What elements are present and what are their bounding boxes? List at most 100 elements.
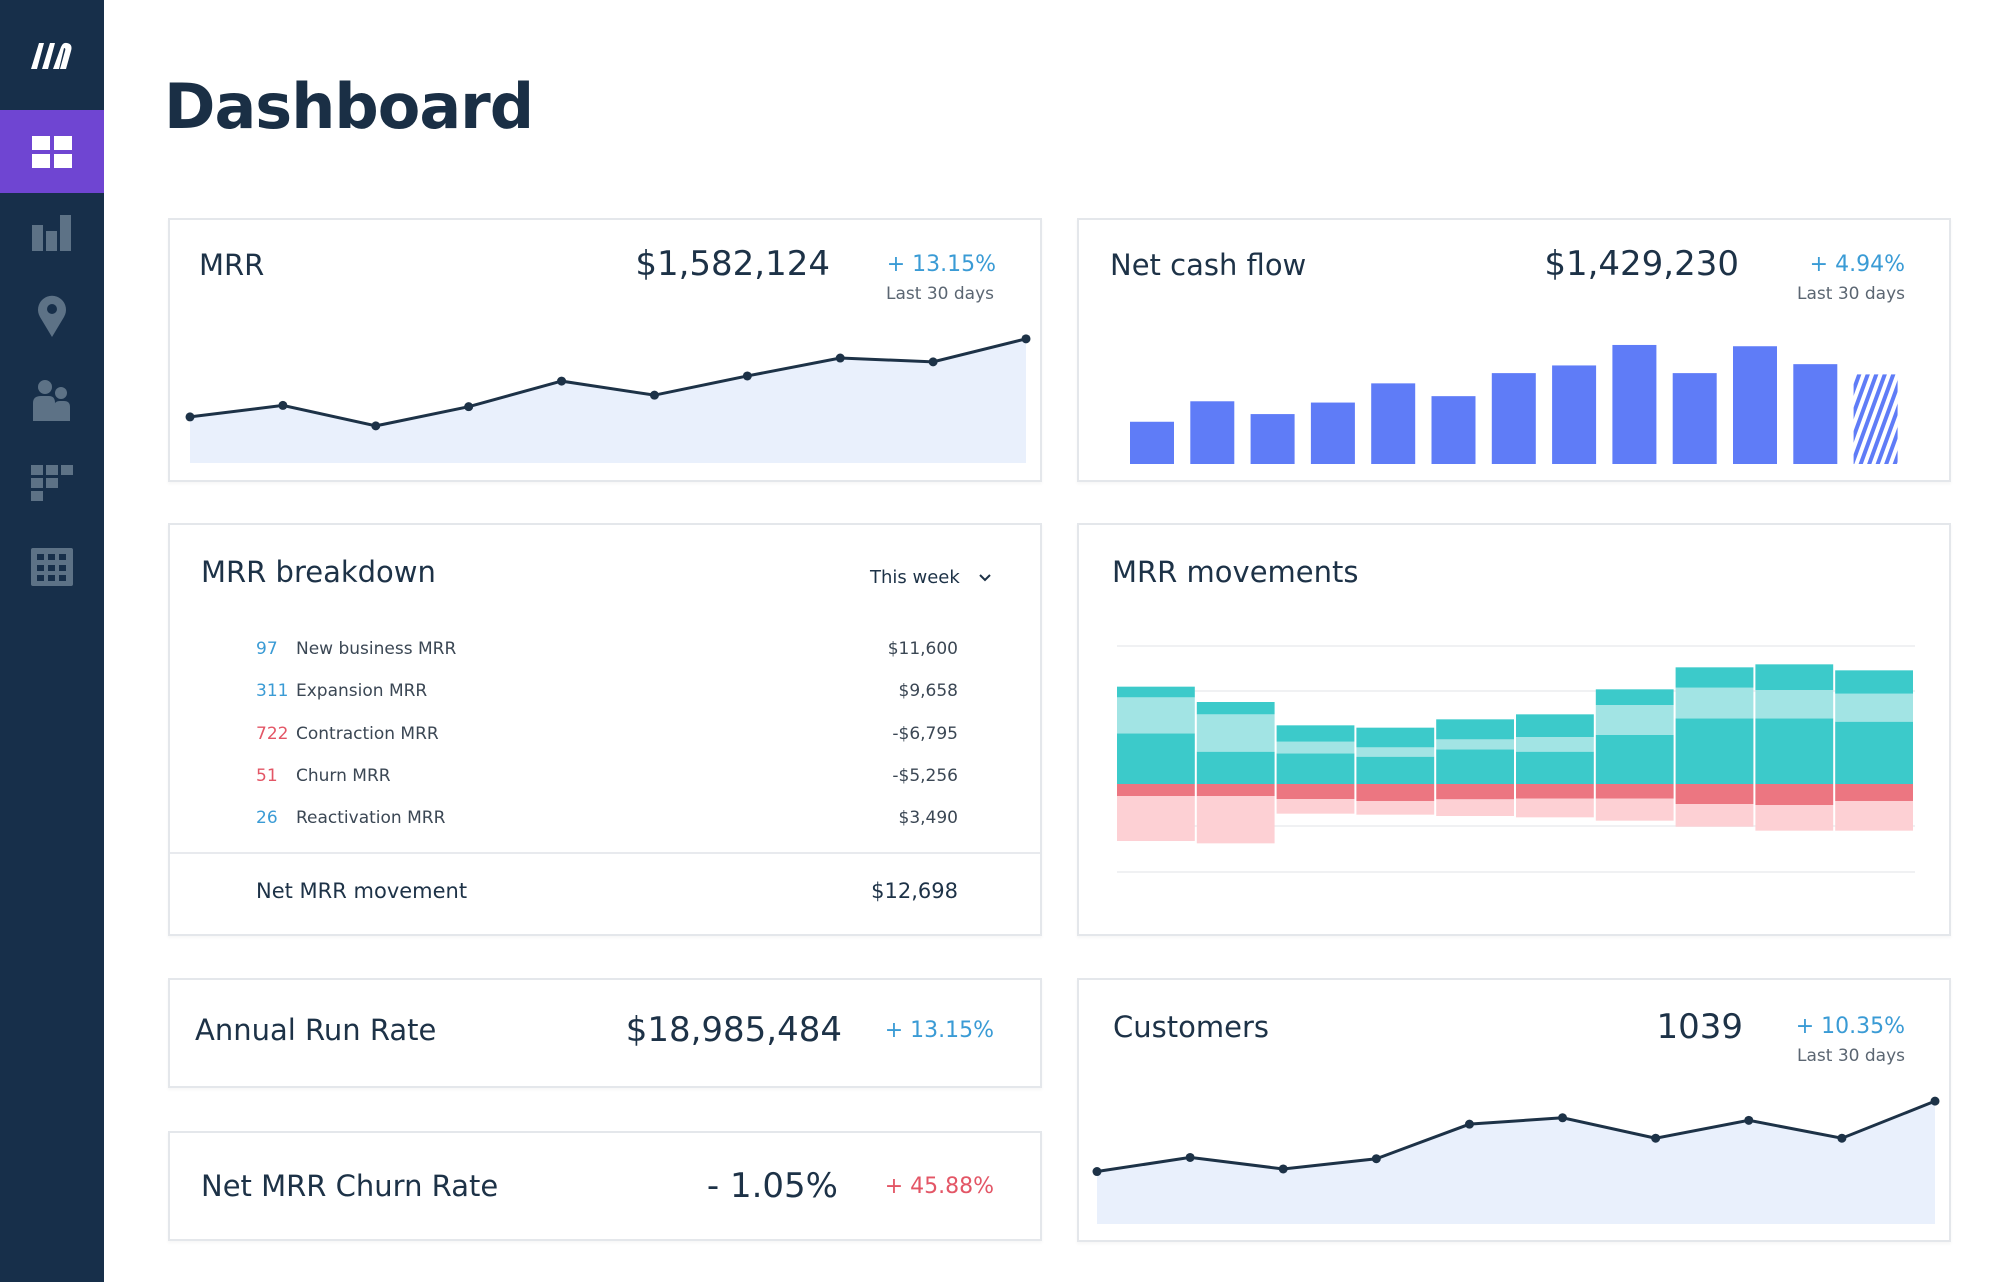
- stack-segment: [1516, 751, 1594, 784]
- net-mrr-movement-label: Net MRR movement: [256, 879, 468, 903]
- mrr-period: Last 30 days: [886, 284, 994, 304]
- data-point: [1021, 334, 1031, 344]
- bar: [1793, 364, 1838, 464]
- mrr-movements-title: MRR movements: [1112, 555, 1359, 589]
- stack-segment: [1595, 689, 1674, 705]
- data-point: [1558, 1113, 1568, 1123]
- annual-run-rate-card[interactable]: Annual Run Rate $18,985,484 + 13.15%: [168, 978, 1042, 1088]
- period-dropdown-value: This week: [870, 567, 960, 588]
- customers-period: Last 30 days: [1797, 1046, 1905, 1066]
- breakdown-value: $11,600: [887, 639, 958, 659]
- bar-chart-icon: [32, 214, 71, 251]
- stack-segment: [1595, 784, 1674, 799]
- stack-segment: [1516, 784, 1594, 799]
- stack-segment: [1516, 737, 1594, 752]
- data-point: [835, 353, 845, 363]
- stack-segment: [1595, 798, 1674, 821]
- logo[interactable]: [0, 0, 104, 110]
- bar: [1190, 401, 1235, 464]
- mrr-card[interactable]: MRR $1,582,124 + 13.15% Last 30 days: [168, 218, 1042, 482]
- net-cash-flow-bar-chart: [1130, 344, 1898, 464]
- bar: [1431, 396, 1476, 464]
- mrr-movements-card[interactable]: MRR movements: [1077, 523, 1951, 936]
- sidebar-item-locations[interactable]: [0, 274, 104, 357]
- period-dropdown[interactable]: This week: [870, 567, 991, 588]
- data-point: [557, 376, 567, 386]
- breakdown-row[interactable]: 722 Contraction MRR -$6,795: [170, 724, 1040, 754]
- net-cash-flow-period: Last 30 days: [1797, 284, 1905, 304]
- net-mrr-churn-card[interactable]: Net MRR Churn Rate - 1.05% + 45.88%: [168, 1131, 1042, 1241]
- net-mrr-movement-value: $12,698: [871, 879, 958, 903]
- data-point: [1930, 1096, 1940, 1106]
- customers-card[interactable]: Customers 1039 + 10.35% Last 30 days: [1077, 978, 1951, 1242]
- breakdown-row[interactable]: 26 Reactivation MRR $3,490: [170, 808, 1040, 838]
- bar: [1612, 344, 1657, 464]
- mrr-movements-chart: [1117, 645, 1915, 873]
- stack-segment: [1196, 714, 1275, 752]
- sidebar-item-segments[interactable]: [0, 441, 104, 524]
- sidebar-item-customers[interactable]: [0, 358, 104, 441]
- arr-title: Annual Run Rate: [195, 1013, 437, 1047]
- data-point: [928, 357, 938, 367]
- breakdown-row[interactable]: 97 New business MRR $11,600: [170, 639, 1040, 669]
- stack-segment: [1835, 670, 1913, 694]
- breakdown-value: $9,658: [898, 681, 958, 701]
- mrr-breakdown-title: MRR breakdown: [201, 555, 436, 589]
- page-title: Dashboard: [164, 70, 534, 143]
- dashboard-grid-icon: [32, 135, 72, 168]
- stack-segment: [1755, 784, 1834, 805]
- stack-segment: [1835, 721, 1913, 784]
- stack-segment: [1595, 705, 1674, 735]
- stack-segment: [1117, 733, 1195, 784]
- sidebar-item-reports[interactable]: [0, 191, 104, 274]
- bar: [1552, 365, 1597, 464]
- bar: [1672, 373, 1717, 464]
- churn-change: + 45.88%: [884, 1174, 994, 1199]
- divider: [170, 852, 1040, 854]
- stack-segment: [1675, 687, 1754, 719]
- stack-segment: [1196, 751, 1275, 784]
- stack-segment: [1755, 664, 1834, 690]
- stack-segment: [1675, 784, 1754, 804]
- stack-segment: [1196, 702, 1275, 715]
- data-point: [1651, 1133, 1661, 1143]
- data-point: [1837, 1133, 1847, 1143]
- stack-segment: [1276, 753, 1355, 784]
- customers-change: + 10.35%: [1795, 1014, 1905, 1039]
- data-point: [1371, 1154, 1381, 1164]
- stack-segment: [1356, 756, 1435, 784]
- table-grid-icon: [31, 547, 73, 586]
- net-cash-flow-card[interactable]: Net cash flow $1,429,230 + 4.94% Last 30…: [1077, 218, 1951, 482]
- data-point: [1278, 1164, 1288, 1174]
- breakdown-row[interactable]: 51 Churn MRR -$5,256: [170, 766, 1040, 796]
- mrr-value: $1,582,124: [635, 244, 830, 284]
- data-point: [1744, 1115, 1754, 1125]
- net-cash-flow-change: + 4.94%: [1809, 252, 1905, 277]
- stack-segment: [1436, 784, 1514, 800]
- customers-line-chart: [1092, 1096, 1940, 1224]
- stack-segment: [1675, 718, 1754, 784]
- stack-segment: [1436, 739, 1514, 750]
- sidebar-item-tables[interactable]: [0, 525, 104, 608]
- stack-segment: [1516, 798, 1594, 818]
- breakdown-value: -$6,795: [892, 724, 958, 744]
- stack-segment: [1755, 805, 1834, 831]
- chevron-down-icon: [978, 574, 991, 582]
- stack-segment: [1117, 697, 1195, 734]
- breakdown-value: -$5,256: [892, 766, 958, 786]
- projected-bar: [1853, 374, 1898, 464]
- stack-segment: [1595, 735, 1674, 784]
- data-point: [278, 400, 288, 410]
- stack-segment: [1356, 747, 1435, 757]
- bar: [1250, 414, 1295, 464]
- bar: [1130, 421, 1174, 464]
- segments-icon: [31, 464, 73, 501]
- breakdown-count: 722: [256, 724, 289, 744]
- customers-title: Customers: [1113, 1010, 1269, 1044]
- data-point: [1185, 1152, 1195, 1162]
- sidebar-item-dashboard[interactable]: [0, 110, 104, 193]
- breakdown-value: $3,490: [898, 808, 958, 828]
- breakdown-row[interactable]: 311 Expansion MRR $9,658: [170, 681, 1040, 711]
- stack-segment: [1835, 693, 1913, 722]
- data-point: [649, 390, 659, 400]
